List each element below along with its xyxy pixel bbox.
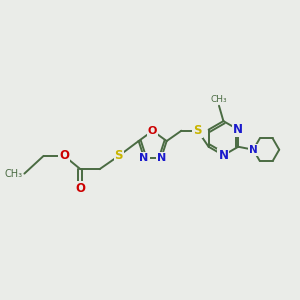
Text: N: N bbox=[157, 152, 166, 163]
Text: O: O bbox=[75, 182, 85, 195]
Text: CH₃: CH₃ bbox=[211, 95, 227, 104]
Text: O: O bbox=[59, 149, 69, 162]
Text: N: N bbox=[249, 145, 258, 155]
Text: O: O bbox=[148, 126, 157, 136]
Text: N: N bbox=[140, 152, 148, 163]
Text: S: S bbox=[194, 124, 202, 137]
Text: N: N bbox=[218, 149, 228, 162]
Text: CH₃: CH₃ bbox=[5, 169, 23, 178]
Text: S: S bbox=[115, 149, 123, 162]
Text: N: N bbox=[233, 123, 243, 136]
